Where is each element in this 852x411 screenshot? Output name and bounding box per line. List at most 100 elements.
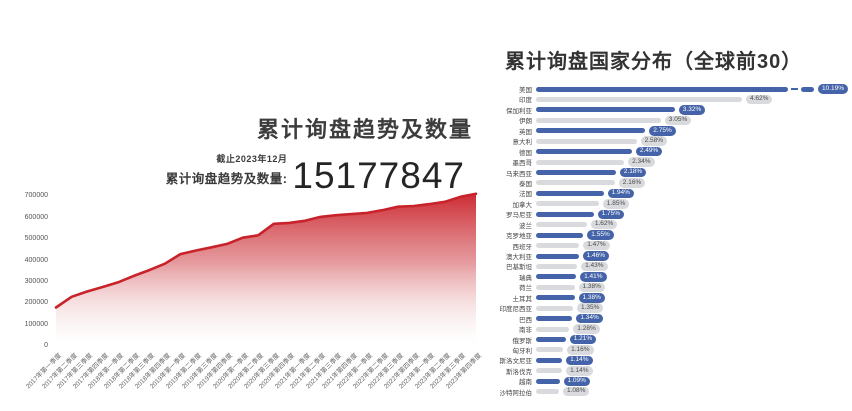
country-row: 德国 2.49% [490, 146, 850, 157]
country-row: 意大利 2.58% [490, 136, 850, 146]
country-bar [536, 170, 616, 175]
y-tick-label: 400000 [24, 256, 48, 264]
country-row: 沙特阿拉伯 1.08% [490, 386, 850, 397]
country-label: 保加利亚 [506, 107, 532, 115]
country-row: 克罗地亚 1.55% [490, 230, 850, 240]
stat-asof-date: 截止2023年12月 [216, 154, 288, 164]
country-bar [536, 138, 637, 144]
y-tick-label: 500000 [24, 235, 48, 243]
country-bar [536, 378, 560, 384]
bar-track: 1.43% [536, 261, 850, 272]
country-label: 伊朗 [519, 118, 532, 126]
country-bar [536, 357, 563, 363]
value-badge: 1.28% [573, 324, 600, 334]
country-label: 俄罗斯 [512, 337, 533, 345]
country-row: 土耳其 1.38% [490, 293, 850, 303]
country-label: 斯洛伐克 [506, 368, 532, 376]
bar-track: 1.75% [536, 209, 850, 219]
bar-track: 1.09% [536, 376, 850, 386]
value-badge: 2.58% [640, 136, 668, 146]
value-badge: 3.05% [664, 115, 692, 126]
value-badge: 2.18% [619, 167, 647, 178]
value-badge: 2.49% [635, 146, 663, 157]
trend-chart-title: 累计询盘趋势及数量 [256, 117, 474, 143]
area-fill [56, 193, 476, 346]
country-label: 意大利 [512, 139, 533, 147]
country-label: 英国 [519, 128, 532, 136]
value-badge: 4.62% [746, 94, 773, 105]
country-bar-segment [801, 86, 814, 92]
value-badge: 1.08% [563, 386, 590, 397]
bar-track: 1.38% [536, 282, 850, 293]
country-bar [536, 107, 675, 113]
country-bar [536, 316, 573, 322]
country-label: 沙特阿拉伯 [499, 389, 533, 397]
country-bar [536, 263, 578, 269]
country-row: 匈牙利 1.16% [490, 345, 850, 355]
bar-track: 1.47% [536, 240, 850, 251]
country-row: 波兰 1.62% [490, 219, 850, 230]
country-label: 墨西哥 [512, 160, 533, 168]
country-row: 澳大利亚 1.46% [490, 251, 850, 261]
country-label: 加拿大 [512, 201, 533, 209]
country-label: 泰国 [519, 180, 532, 188]
value-badge: 2.16% [618, 178, 646, 188]
country-bar [536, 128, 646, 134]
value-badge: 1.55% [587, 230, 614, 240]
value-badge: 1.38% [578, 282, 605, 293]
value-badge: 1.46% [582, 251, 610, 261]
country-row: 荷兰 1.38% [490, 282, 850, 292]
value-badge: 1.14% [566, 355, 593, 366]
country-chart-title: 累计询盘国家分布（全球前30） [505, 50, 803, 73]
stat-total-value: 15177847 [292, 154, 465, 196]
y-tick-label: 700000 [24, 192, 48, 200]
country-label: 荷兰 [519, 285, 532, 293]
bar-track: 1.46% [536, 251, 850, 261]
y-tick-label: 300000 [24, 277, 48, 285]
country-row: 伊朗 3.05% [490, 115, 850, 125]
country-row: 南非 1.28% [490, 324, 850, 334]
country-bar [536, 274, 577, 280]
country-label: 美国 [519, 87, 532, 94]
value-badge: 1.41% [580, 272, 607, 282]
country-bar [536, 149, 632, 155]
country-row: 泰国 2.16% [490, 178, 850, 188]
bar-track: 2.16% [536, 178, 850, 188]
bar-track: 1.38% [536, 293, 850, 303]
y-axis: 0 100000 200000 300000 400000 500000 600000 700… [8, 190, 48, 349]
value-badge: 1.62% [590, 219, 618, 230]
country-row: 瑞典 1.41% [490, 272, 850, 282]
bar-track: 1.41% [536, 272, 850, 282]
country-bar [536, 211, 594, 217]
value-badge: 1.14% [566, 366, 593, 376]
country-row: 保加利亚 3.32% [490, 105, 850, 115]
bar-track: 2.75% [536, 126, 850, 136]
bar-track: 1.14% [536, 355, 850, 366]
bar-track: 1.94% [536, 188, 850, 199]
country-bar [536, 284, 575, 290]
y-tick-label: 0 [44, 342, 48, 349]
value-badge: 2.75% [649, 126, 676, 136]
bar-track: 3.05% [536, 115, 850, 126]
country-label: 斯洛文尼亚 [499, 358, 533, 366]
bar-track: 1.28% [536, 324, 850, 334]
value-badge: 1.47% [583, 240, 610, 251]
bar-track: 2.58% [536, 136, 850, 146]
country-label: 巴基斯坦 [506, 264, 532, 272]
bar-track: 1.14% [536, 366, 850, 376]
value-badge: 10.19% [818, 84, 849, 94]
country-row: 美国 10.19% [490, 84, 850, 94]
country-label: 西班牙 [512, 243, 533, 251]
y-tick-label: 100000 [24, 320, 48, 328]
country-row: 巴西 1.34% [490, 313, 850, 324]
country-row: 墨西哥 2.34% [490, 157, 850, 167]
area-line [54, 192, 478, 309]
country-label: 南非 [519, 327, 532, 335]
country-bar-list: 美国 10.19% 印度 4.62% 保加利亚 3.32% 伊朗 3.05% 英国 2.75% 意大… [490, 84, 850, 397]
country-row: 法国 1.94% [490, 188, 850, 198]
country-bar [536, 389, 559, 395]
value-badge: 1.75% [597, 209, 625, 219]
country-bar [536, 232, 584, 238]
country-row: 俄罗斯 1.21% [490, 334, 850, 345]
